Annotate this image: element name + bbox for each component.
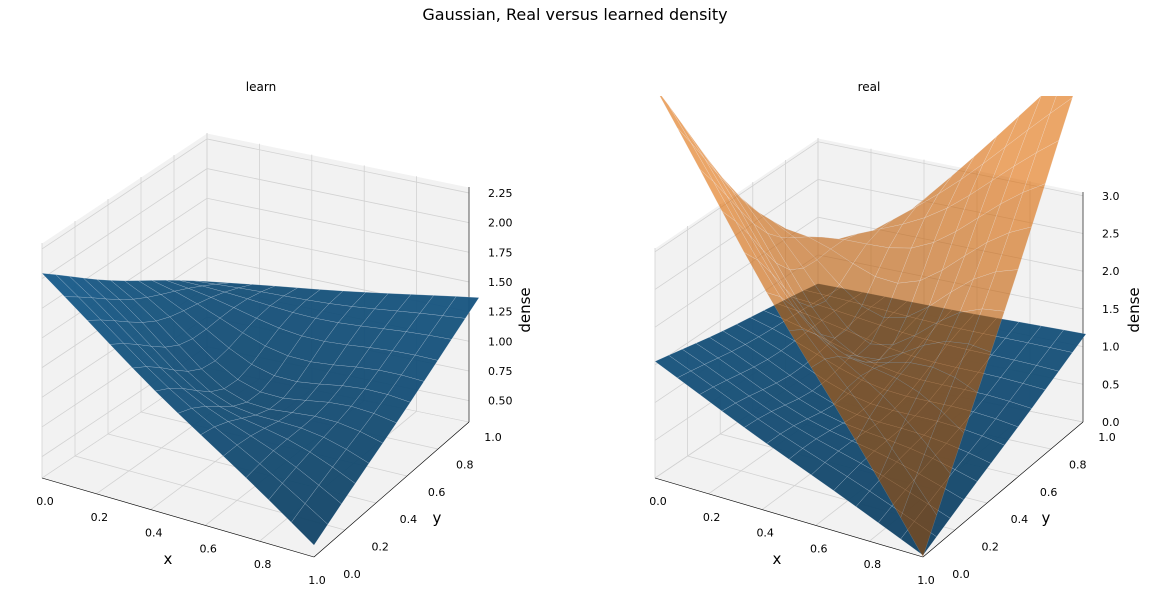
y-tick-label: 0.4 [1011,513,1029,526]
z-tick-label: 0.5 [1102,378,1120,391]
grid-z [41,168,470,279]
x-tick-label: 0.6 [199,542,217,555]
x-tick-label: 1.0 [917,574,935,587]
figure-title: Gaussian, Real versus learned density [422,5,728,24]
z-tick-label: 0.75 [488,365,513,378]
x-tick-label: 0.6 [810,542,828,555]
surface-patch [318,466,356,505]
z-tick-label: 2.5 [1102,227,1120,240]
z-tick-label: 1.25 [488,306,513,319]
y-tick-label: 0.2 [371,541,389,554]
y-tick-label: 0.8 [456,458,474,471]
y-tick-label: 0.8 [1069,458,1087,471]
surfaces [654,96,1087,558]
y-axis-line [313,421,470,558]
z-tick-label: 1.50 [488,276,513,289]
surface-patch [659,96,692,143]
x-axis-line [654,477,924,558]
x-tick-label: 0.0 [36,495,54,508]
axes-3d-real: 0.0 0.2 0.4 0.6 0.8 1.0 0.0 0.2 0.4 0.6 0.8 1.0 0.0 0… [649,80,1143,587]
surface-patch [359,413,397,444]
z-tick-label: 1.5 [1102,303,1120,316]
x-axis-label: x [773,550,782,568]
y-axis-label: y [1042,509,1051,527]
surface-patch [1036,347,1073,372]
z-tick-label: 1.75 [488,246,513,259]
y-tick-label: 0.6 [428,486,446,499]
x-tick-label: 0.8 [864,558,882,571]
z-tick-label: 2.0 [1102,265,1120,278]
z-tick-label: 3.0 [1102,190,1120,203]
surface-patch [387,374,425,403]
x-tick-label: 0.2 [91,511,109,524]
surface-series-1 [659,96,1074,558]
y-axis-label: y [433,509,442,527]
surface-patch [442,296,480,319]
x-tick-label: 0.8 [254,558,272,571]
surface-patch [1027,96,1057,131]
surfaces [41,272,480,546]
z-tick-label: 2.25 [488,187,513,200]
surface-patch [900,480,937,558]
axes-3d-learn: 0.0 0.2 0.4 0.6 0.8 1.0 0.0 0.2 0.4 0.6 0.8 1.0 0.50… [36,80,534,587]
y-tick-label: 0.4 [400,513,418,526]
surface-patch [304,484,342,525]
axes-title: learn [246,80,276,94]
y-tick-label: 1.0 [484,431,502,444]
grid-z [41,197,470,309]
y-tick-label: 1.0 [1098,431,1116,444]
surface-patch [414,335,452,361]
z-axis-label: dense [1125,287,1143,332]
x-tick-label: 0.0 [649,495,667,508]
grid-z [41,138,470,250]
x-tick-label: 0.4 [145,527,163,540]
z-tick-label: 1.00 [488,335,513,348]
surface-patch [690,142,728,196]
surface-patch [677,127,714,182]
surface-patch [290,503,329,546]
surface-patch [1008,183,1046,233]
x-tick-label: 0.2 [703,511,721,524]
z-tick-label: 2.00 [488,217,513,230]
surface-patch [981,418,1019,446]
axes-title: real [858,80,881,94]
x-axis-label: x [164,550,173,568]
x-axis-line [41,477,315,558]
y-tick-label: 0.6 [1040,486,1058,499]
y-tick-label: 0.0 [343,568,361,581]
x-tick-label: 1.0 [308,574,326,587]
z-tick-label: 1.0 [1102,341,1120,354]
y-tick-label: 0.2 [981,541,999,554]
x-tick-label: 0.4 [756,527,774,540]
y-tick-label: 0.0 [952,568,970,581]
z-axis-label: dense [516,287,534,332]
surface-patch [332,448,370,484]
y-axis-line [922,421,1084,558]
surface-patch [995,401,1033,428]
surface-series-0 [41,272,480,546]
surface-patch [668,105,705,159]
z-tick-label: 0.0 [1102,416,1120,429]
z-tick-label: 0.50 [488,395,513,408]
